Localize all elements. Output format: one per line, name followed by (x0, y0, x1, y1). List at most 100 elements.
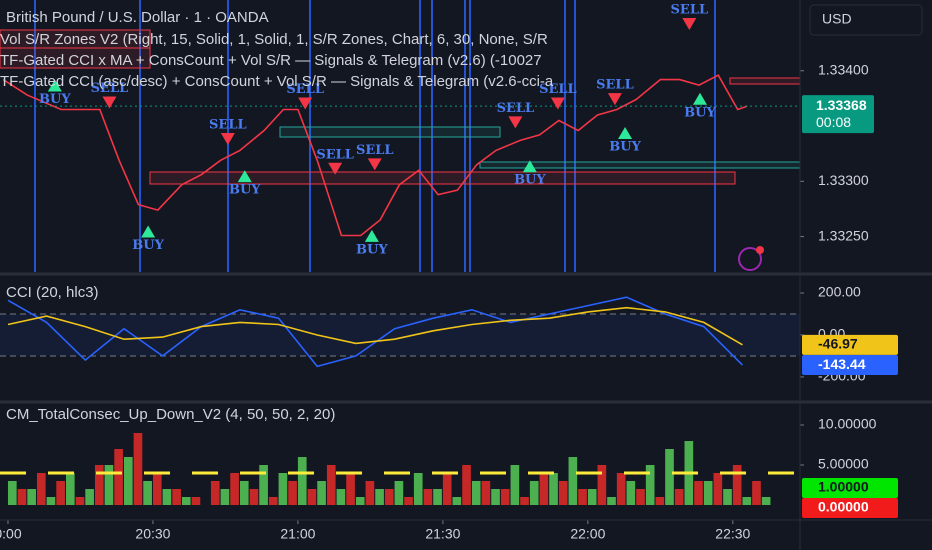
bar (732, 465, 742, 505)
sell-marker (550, 97, 565, 110)
signal-label: SELL (356, 143, 394, 158)
pane-title: CCI (20, hlc3) (6, 284, 99, 301)
sell-marker (102, 96, 117, 109)
bar (510, 465, 520, 505)
signal-label: BUY (356, 242, 388, 257)
bar (162, 489, 172, 505)
price-tag-label: -46.97 (818, 336, 858, 352)
buy-marker (618, 127, 633, 140)
bar (17, 489, 27, 505)
bar (452, 497, 462, 505)
bar (239, 481, 249, 505)
price-tag (802, 478, 898, 498)
y-tick-label: 10.00000 (818, 416, 877, 432)
bar (326, 465, 336, 505)
bar (674, 489, 684, 505)
signal-label: SELL (209, 117, 247, 132)
bar (317, 481, 326, 505)
bar (481, 481, 491, 505)
bar (152, 473, 162, 505)
series-line (7, 306, 743, 346)
bar (123, 457, 133, 505)
bar (723, 489, 732, 505)
signal-label: SELL (596, 78, 634, 93)
bar (375, 489, 384, 505)
bar (520, 497, 529, 505)
bar (220, 489, 230, 505)
bar (423, 489, 433, 505)
sell-marker (220, 132, 235, 145)
price-tag (802, 498, 898, 518)
bar (491, 489, 500, 505)
y-tick-label: 1.33250 (818, 227, 869, 243)
decorations (0, 0, 801, 272)
bar (529, 481, 539, 505)
signal-label: SELL (91, 81, 129, 96)
bar (384, 489, 394, 505)
sr-zone (279, 126, 501, 138)
buy-marker (522, 160, 537, 173)
bar (230, 473, 239, 505)
signal-label: SELL (497, 101, 535, 116)
bar (346, 473, 355, 505)
bar (249, 489, 259, 505)
bar (761, 497, 771, 505)
x-tick-label: 0:00 (0, 526, 22, 542)
bar (636, 489, 645, 505)
currency-button[interactable] (809, 4, 923, 36)
bar (172, 489, 181, 505)
y-tick-label: 1.33300 (818, 172, 869, 188)
sell-marker (328, 162, 343, 175)
price-timer: 00:08 (816, 114, 851, 130)
bar (27, 489, 36, 505)
buy-marker (364, 229, 379, 242)
signal-label: BUY (39, 92, 71, 107)
alert-icon[interactable] (738, 247, 762, 271)
signal-label: BUY (132, 238, 164, 253)
bar (597, 465, 607, 505)
bar (558, 481, 568, 505)
bar (307, 489, 317, 505)
buy-marker (141, 225, 156, 238)
symbol-title: British Pound / U.S. Dollar · 1 · OANDA (6, 9, 269, 26)
bar (210, 481, 220, 505)
bar (645, 465, 655, 505)
bar (104, 465, 114, 505)
bar (56, 481, 65, 505)
bar (549, 473, 558, 505)
bar (143, 481, 152, 505)
bar (36, 473, 46, 505)
bar (568, 457, 578, 505)
bar (133, 433, 143, 505)
indicator-label: TF-Gated CCI (asc/desc) + ConsCount + Vo… (0, 73, 554, 90)
bar (616, 473, 626, 505)
plots: 0:00 20:30 21:00 21:30 22:00 22:30 1.33250 1.33… (0, 2, 898, 542)
bar (278, 473, 288, 505)
y-tick-label: 1.33400 (818, 61, 869, 77)
signal-label: BUY (684, 105, 716, 120)
bar (355, 497, 365, 505)
x-tick-label: 21:00 (280, 526, 315, 542)
alert-dot (756, 246, 764, 254)
buy-marker (237, 170, 252, 183)
bar (181, 497, 191, 505)
bar (471, 481, 481, 505)
bar (268, 497, 278, 505)
bar (713, 473, 723, 505)
bar (607, 497, 616, 505)
bar (578, 489, 587, 505)
bar (742, 497, 752, 505)
buy-marker (47, 79, 62, 92)
bar (94, 465, 104, 505)
x-tick-label: 22:00 (570, 526, 605, 542)
bar (365, 481, 375, 505)
signal-label: SELL (539, 82, 577, 97)
sell-marker (367, 158, 382, 171)
price-tag-label: 1.00000 (818, 479, 869, 495)
y-tick-label: 5.00000 (818, 456, 869, 472)
bar (626, 481, 636, 505)
x-tick-label: 22:30 (715, 526, 750, 542)
sell-marker (298, 97, 313, 110)
currency-label: USD (822, 11, 852, 27)
price-tag (802, 355, 898, 376)
